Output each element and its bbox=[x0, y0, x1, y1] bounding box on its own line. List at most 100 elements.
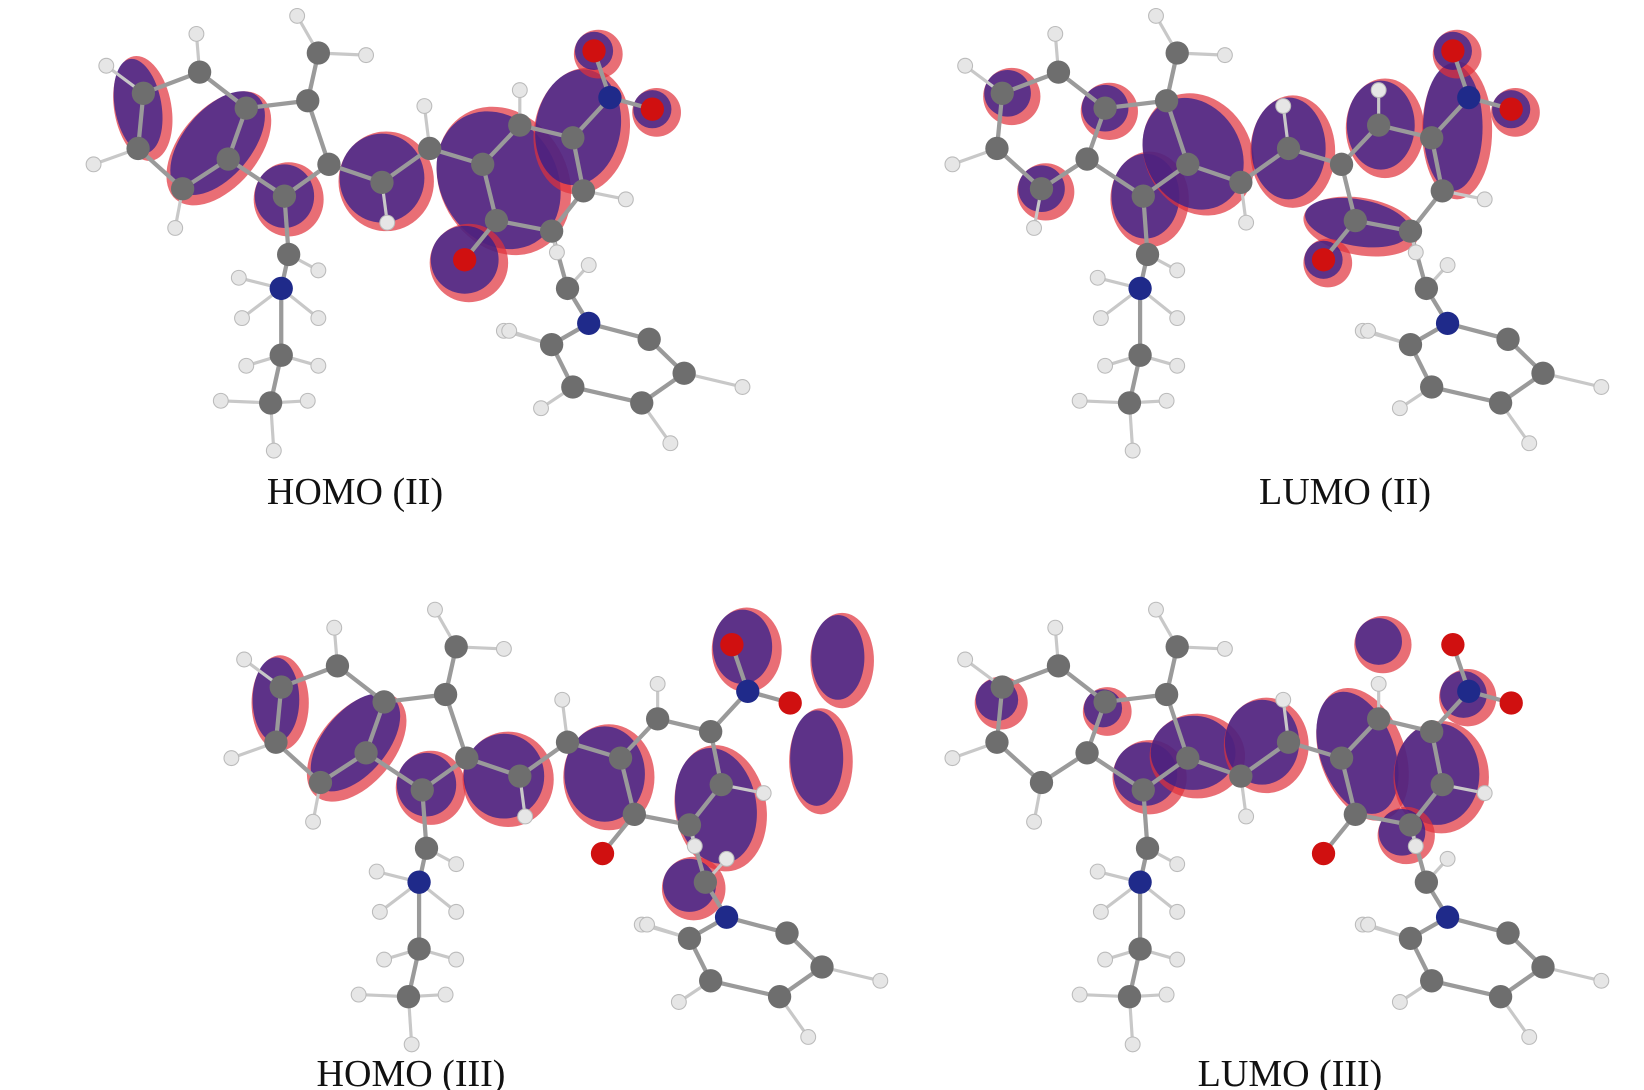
hydrogen-atom bbox=[1370, 82, 1387, 99]
carbon-atom bbox=[677, 926, 702, 951]
hydrogen-atom bbox=[872, 972, 889, 989]
nitrogen-atom bbox=[1128, 870, 1152, 894]
hydrogen-atom bbox=[718, 850, 735, 867]
carbon-atom bbox=[508, 764, 532, 788]
carbon-atom bbox=[990, 81, 1014, 105]
carbon-atom bbox=[985, 136, 1009, 161]
carbon-atom bbox=[1414, 870, 1439, 894]
hydrogen-atom bbox=[1169, 951, 1186, 968]
bond bbox=[1431, 384, 1502, 405]
carbon-atom bbox=[354, 741, 378, 765]
carbon-atom bbox=[571, 179, 596, 203]
nitrogen-atom bbox=[1128, 276, 1152, 301]
oxygen-atom bbox=[1499, 691, 1523, 715]
hydrogen-atom bbox=[670, 994, 687, 1010]
hydrogen-atom bbox=[1521, 435, 1538, 452]
carbon-atom bbox=[1367, 113, 1391, 137]
carbon-atom bbox=[1276, 730, 1301, 754]
carbon-atom bbox=[1154, 89, 1179, 113]
carbon-atom bbox=[1430, 179, 1454, 203]
carbon-atom bbox=[1075, 147, 1099, 171]
hydrogen-atom bbox=[350, 986, 367, 1003]
carbon-atom bbox=[1229, 764, 1253, 788]
hydrogen-atom bbox=[533, 400, 549, 417]
lumo-iii-label: LUMO (III) bbox=[1197, 1053, 1383, 1090]
hydrogen-atom bbox=[437, 986, 454, 1003]
homo-ii-label: HOMO (II) bbox=[266, 471, 444, 513]
hydrogen-atom bbox=[403, 1036, 420, 1053]
carbon-atom bbox=[187, 60, 212, 84]
carbon-atom bbox=[1176, 152, 1200, 177]
positive-lobe bbox=[436, 111, 561, 250]
carbon-atom bbox=[677, 813, 702, 837]
bond bbox=[710, 978, 781, 999]
hydrogen-atom bbox=[1391, 994, 1408, 1010]
hydrogen-atom bbox=[371, 903, 388, 920]
hydrogen-atom bbox=[1476, 191, 1493, 208]
carbon-atom bbox=[1398, 219, 1423, 243]
carbon-atom bbox=[1329, 152, 1354, 177]
carbon-atom bbox=[1165, 41, 1189, 65]
hydrogen-atom bbox=[1216, 640, 1233, 657]
carbon-atom bbox=[414, 836, 439, 860]
hydrogen-atom bbox=[1391, 400, 1408, 417]
nitrogen-atom bbox=[598, 85, 622, 110]
carbon-atom bbox=[325, 654, 350, 678]
hydrogen-atom bbox=[1521, 1029, 1538, 1045]
carbon-atom bbox=[1414, 276, 1439, 301]
positive-lobe bbox=[1142, 97, 1244, 210]
hydrogen-atom bbox=[1360, 322, 1377, 339]
hydrogen-atom bbox=[800, 1029, 817, 1045]
lumo-ii-label: LUMO (II) bbox=[1258, 471, 1432, 513]
carbon-atom bbox=[418, 136, 442, 161]
carbon-atom bbox=[317, 152, 341, 177]
hydrogen-atom bbox=[236, 651, 253, 668]
hydrogen-atom bbox=[310, 262, 327, 279]
carbon-atom bbox=[269, 343, 293, 367]
carbon-atom bbox=[1029, 770, 1054, 795]
hydrogen-atom bbox=[1476, 785, 1493, 802]
oxygen-atom bbox=[640, 97, 665, 121]
hydrogen-atom bbox=[1169, 310, 1186, 327]
hydrogen-atom bbox=[734, 379, 751, 395]
oxygen-atom bbox=[1441, 39, 1465, 63]
carbon-atom bbox=[308, 770, 333, 795]
carbon-atom bbox=[1398, 813, 1423, 837]
carbon-atom bbox=[775, 921, 799, 945]
carbon-atom bbox=[1420, 719, 1444, 744]
carbon-atom bbox=[455, 746, 479, 770]
oxygen-atom bbox=[582, 39, 606, 63]
carbon-atom bbox=[1154, 682, 1179, 707]
carbon-atom bbox=[1398, 926, 1423, 951]
carbon-atom bbox=[1343, 802, 1367, 826]
carbon-atom bbox=[1176, 746, 1200, 770]
carbon-atom bbox=[1117, 391, 1142, 415]
carbon-atom bbox=[258, 391, 283, 415]
hydrogen-atom bbox=[1148, 601, 1164, 618]
carbon-atom bbox=[170, 177, 195, 201]
hydrogen-atom bbox=[265, 442, 282, 459]
hydrogen-atom bbox=[1593, 972, 1610, 989]
hydrogen-atom bbox=[617, 191, 634, 208]
positive-lobe bbox=[1224, 699, 1300, 785]
hydrogen-atom bbox=[1026, 813, 1043, 830]
hydrogen-atom bbox=[230, 269, 247, 286]
carbon-atom bbox=[126, 136, 150, 161]
carbon-atom bbox=[1046, 654, 1071, 678]
carbon-atom bbox=[269, 675, 293, 699]
hydrogen-atom bbox=[1439, 850, 1456, 867]
hydrogen-atom bbox=[957, 651, 974, 668]
carbon-atom bbox=[539, 332, 564, 357]
hydrogen-atom bbox=[686, 838, 703, 855]
hydrogen-atom bbox=[1275, 691, 1292, 708]
hydrogen-atom bbox=[1148, 7, 1164, 24]
hydrogen-atom bbox=[1216, 47, 1233, 64]
carbon-atom bbox=[1488, 985, 1513, 1009]
carbon-atom bbox=[1128, 343, 1152, 367]
hydrogen-atom bbox=[1169, 262, 1186, 279]
carbon-atom bbox=[555, 730, 580, 754]
hydrogen-atom bbox=[1092, 903, 1109, 920]
carbon-atom bbox=[272, 184, 297, 208]
nitrogen-atom bbox=[1435, 311, 1460, 336]
hydrogen-atom bbox=[1047, 25, 1064, 42]
